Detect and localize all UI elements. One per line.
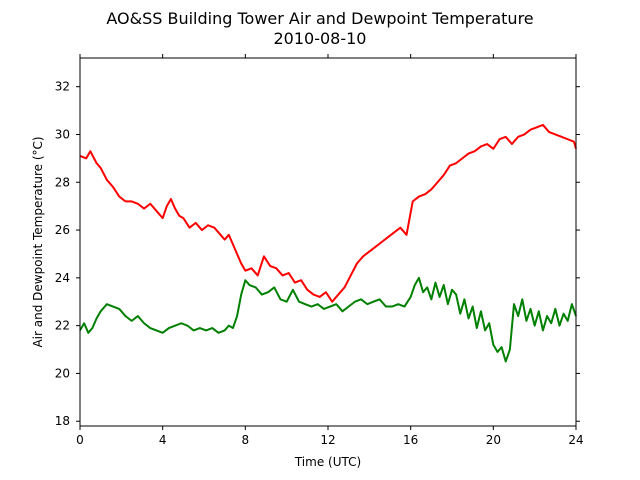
- x-tick-label: 24: [568, 433, 583, 447]
- y-tick-label: 22: [55, 319, 70, 333]
- x-tick-label: 4: [159, 433, 167, 447]
- y-tick-label: 30: [55, 127, 70, 141]
- x-tick-label: 8: [242, 433, 250, 447]
- x-tick-label: 12: [320, 433, 335, 447]
- x-tick-label: 16: [403, 433, 418, 447]
- series-layer: [79, 123, 577, 363]
- ticks-layer: 0 4 8 12 16 20 24 18 20 22 24 26 28 30 32: [55, 54, 584, 447]
- y-tick-label: 32: [55, 80, 70, 94]
- series-line-1: [79, 123, 577, 303]
- y-tick-label: 26: [55, 223, 70, 237]
- x-tick-label: 20: [486, 433, 501, 447]
- y-tick-label: 18: [55, 414, 70, 428]
- plot-frame: [79, 57, 577, 427]
- series-line-2: [79, 276, 577, 363]
- y-tick-label: 20: [55, 366, 70, 380]
- x-axis-label: Time (UTC): [294, 455, 361, 469]
- y-tick-label: 24: [55, 271, 70, 285]
- chart-title: AO&SS Building Tower Air and Dewpoint Te…: [106, 9, 533, 28]
- chart-subtitle: 2010-08-10: [274, 29, 367, 48]
- y-axis-label: Air and Dewpoint Temperature (°C): [31, 136, 45, 347]
- y-tick-label: 28: [55, 175, 70, 189]
- x-tick-label: 0: [76, 433, 84, 447]
